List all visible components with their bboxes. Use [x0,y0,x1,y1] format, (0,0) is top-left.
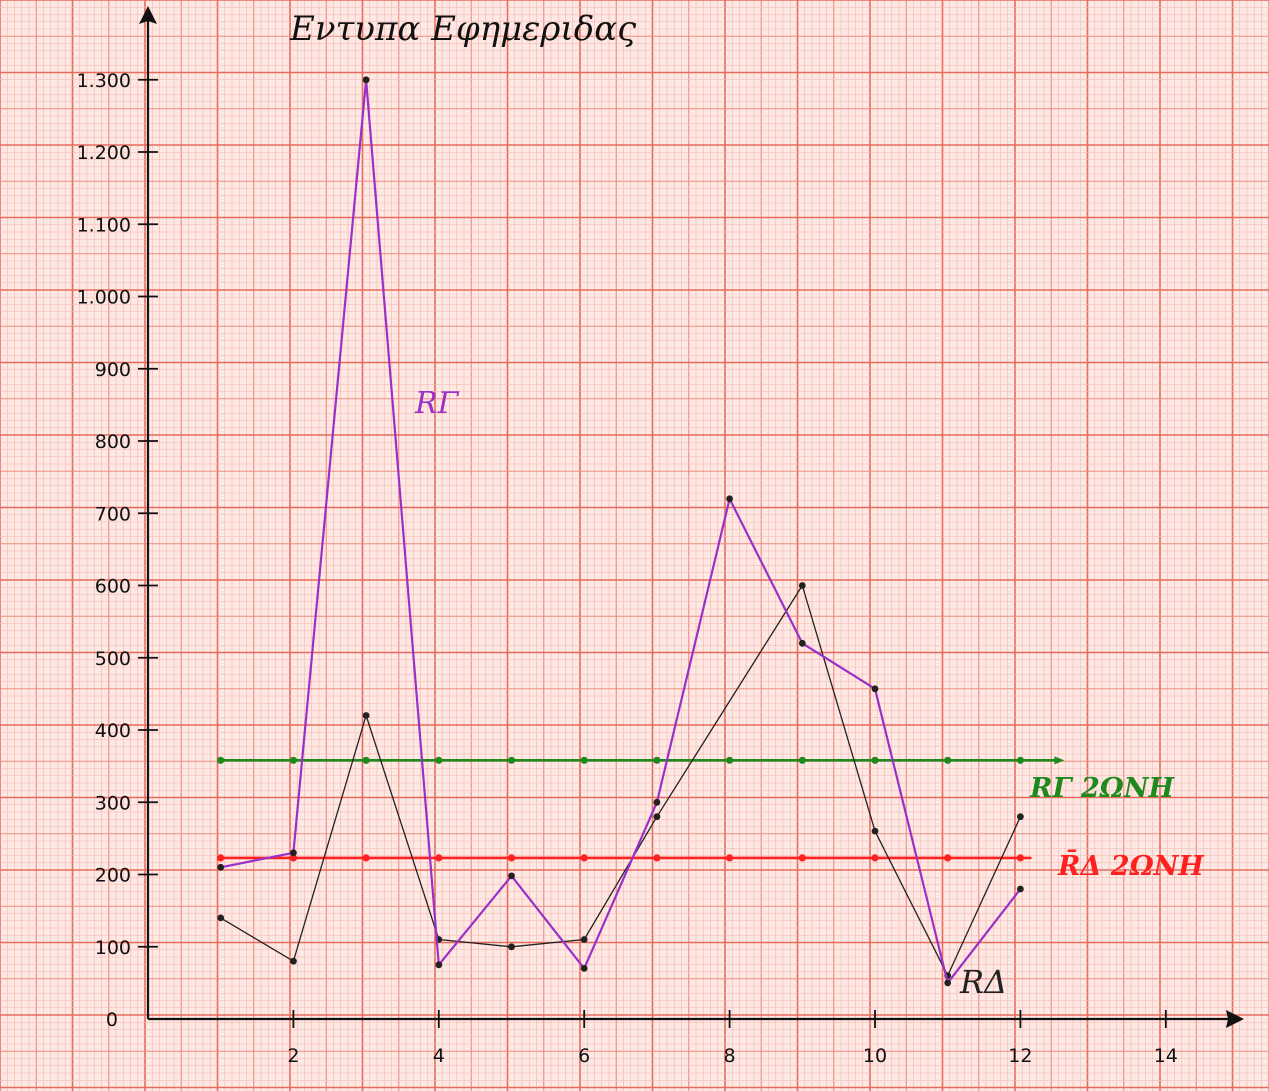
y-tick-label: 800 [95,431,131,453]
series-label-0: RΓ [414,386,460,421]
data-point [507,854,516,862]
x-tick-label: 2 [287,1045,299,1067]
data-point [653,756,661,764]
data-point [362,76,370,84]
chart-ticks: 2 4 6 8 10 12 14 0 100 200 300 400 500 600 700 800 900 1.… [77,70,1178,1067]
data-point [1017,813,1024,821]
data-point [580,756,588,764]
data-point [726,854,734,862]
data-point [507,756,516,764]
y-tick-label: 900 [95,359,131,381]
data-point [217,914,225,922]
y-tick-label: 1.000 [77,287,131,309]
y-tick-label: 500 [95,648,131,670]
data-point [871,854,879,862]
chart-series [217,76,1065,987]
series-2 [217,756,1065,765]
data-point [726,495,733,503]
data-point [435,854,443,862]
y-tick-label: 600 [95,576,131,598]
data-point [653,798,661,806]
x-tick-label: 10 [863,1045,887,1067]
y-tick-label: 100 [95,937,131,959]
y-tick-label: 1.100 [77,214,131,236]
data-point [798,854,806,862]
chart-axes [139,6,1244,1028]
data-point [290,957,297,965]
series-label-2: RΓ 2ΩΝΗ [1029,773,1176,804]
data-point [871,827,879,835]
y-tick-label: 400 [95,720,131,742]
data-point [944,979,952,987]
data-point [653,854,661,862]
series-labels: RΓ RΔ RΓ 2ΩΝΗ R̄Δ 2ΩΝΗ [414,386,1205,1001]
data-point [289,854,297,862]
data-point [289,756,297,764]
data-point [362,756,370,764]
data-point [798,582,806,589]
data-point [1017,885,1024,893]
data-point [508,872,515,880]
data-point [435,961,443,969]
y-tick-label: 1.200 [77,142,131,164]
series-line [219,78,1022,984]
data-point [1016,756,1024,764]
data-point [944,756,952,764]
data-point [944,854,952,862]
y-tick-label: 1.300 [77,70,131,92]
x-tick-label: 14 [1154,1045,1178,1067]
data-point [1016,854,1024,862]
data-point [217,854,225,862]
data-point [362,854,370,862]
y-tick-label: 200 [95,865,131,887]
series-label-3: R̄Δ 2ΩΝΗ [1057,848,1205,882]
data-point [580,936,588,943]
series-arrow [1054,756,1065,765]
chart-title: Εντυπα Εφημεριδας [289,9,637,49]
y-axis-arrow [139,6,157,24]
data-point [580,854,588,862]
x-tick-label: 6 [578,1045,590,1067]
series-0 [217,76,1024,987]
data-point [217,863,225,871]
y-tick-label: 700 [95,503,131,525]
series-1 [217,582,1024,979]
x-tick-label: 8 [724,1045,736,1067]
data-point [435,756,443,764]
data-point [798,639,806,647]
series-label-1: RΔ [959,963,1007,1001]
y-tick-label: 0 [106,1009,118,1031]
data-point [508,943,515,951]
x-tick-label: 4 [433,1045,445,1067]
data-point [362,712,370,719]
data-point [580,965,588,972]
data-point [871,685,879,693]
data-point [726,756,734,764]
data-point [217,756,225,764]
y-tick-label: 300 [95,792,131,814]
x-axis-arrow [1226,1010,1244,1028]
series-3 [217,854,1032,862]
data-point [653,813,661,821]
data-point [798,756,806,764]
data-point [871,756,879,764]
x-tick-label: 12 [1008,1045,1032,1067]
data-point [290,849,297,857]
